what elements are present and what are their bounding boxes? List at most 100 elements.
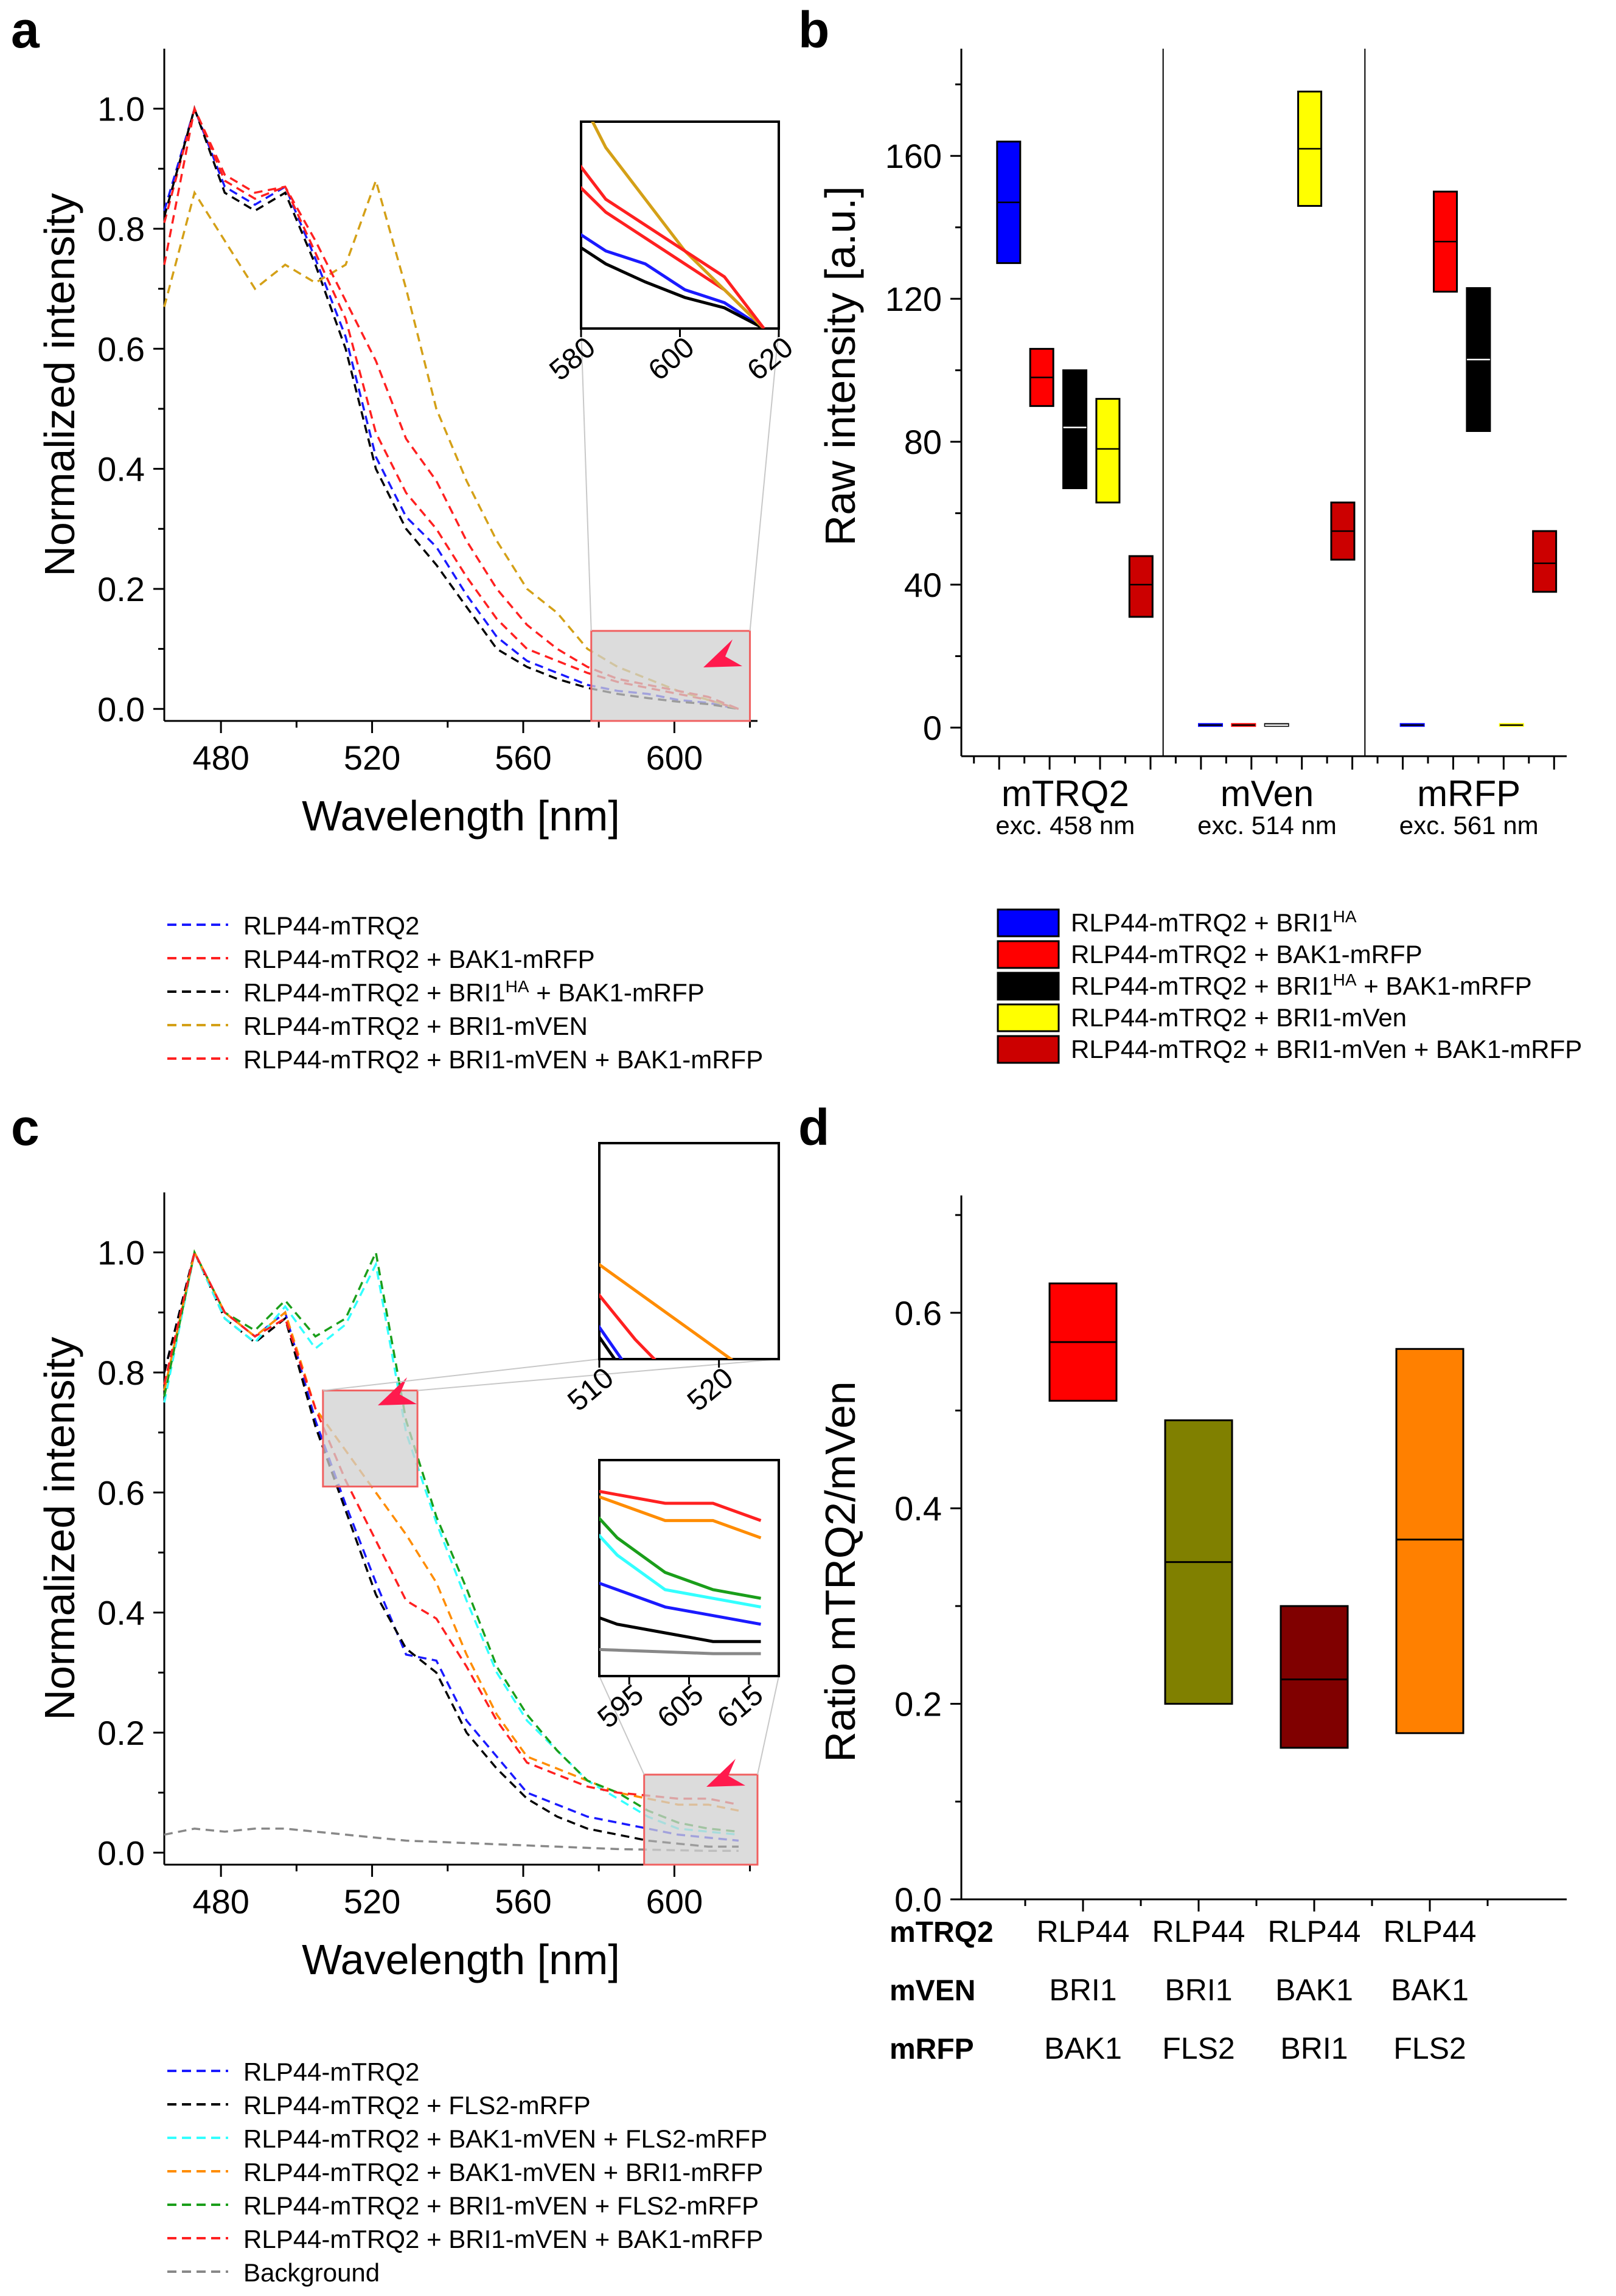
category-label: RLP44 — [1268, 1915, 1361, 1949]
legend-label: RLP44-mTRQ2 + BRI1HA — [1071, 907, 1357, 938]
inset-tick-label: 605 — [652, 1679, 709, 1734]
inset-frame — [598, 1459, 780, 1677]
row-label-mrfp: mRFP — [890, 2033, 974, 2065]
arrow-marker — [703, 639, 742, 667]
zoom-connector — [580, 328, 592, 631]
box-mtrq2-3 — [1095, 398, 1121, 504]
y-tick-label: 0.2 — [894, 1685, 942, 1724]
ratio-box-4 — [1395, 1348, 1464, 1734]
legend-label: RLP44-mTRQ2 + BAK1-mVEN + FLS2-mRFP — [243, 2124, 767, 2153]
legend-label: RLP44-mTRQ2 + BRI1-mVEN + BAK1-mRFP — [243, 2225, 763, 2253]
y-tick-label: 1.0 — [97, 1234, 145, 1272]
inset-line-rlp44-mtrq2 — [581, 232, 765, 329]
category-label: RLP44 — [1037, 1915, 1130, 1949]
category-label: RLP44 — [1384, 1915, 1477, 1949]
inset-line-background — [599, 1647, 761, 1655]
panel-a: 0.0 0.2 0.4 0.6 0.8 1.0 480 520 560 600 Wavelength… — [36, 49, 799, 1074]
box-mtrq2-2 — [1062, 369, 1088, 489]
category-label: BAK1 — [1275, 1973, 1353, 2007]
category-label: BRI1 — [1280, 2031, 1348, 2065]
inset-line-rlp44-mtrq2-bri1-mven-bak1-mrfp — [599, 1489, 762, 1522]
zoom-connector — [757, 1675, 779, 1775]
category-label: FLS2 — [1162, 2031, 1235, 2065]
y-tick-label: 0.4 — [97, 450, 145, 489]
y-tick-label: 0.2 — [97, 1714, 145, 1752]
y-tick-label: 0.0 — [97, 1834, 145, 1872]
zoom-region — [322, 1390, 419, 1487]
category-label: RLP44 — [1152, 1915, 1245, 1949]
y-tick-label: 0.6 — [97, 330, 145, 368]
category-label: BAK1 — [1044, 2031, 1122, 2065]
y-tick-label: 0.8 — [97, 1354, 145, 1392]
x-tick-label: 520 — [344, 739, 400, 777]
series-line-rlp44-mtrq2-bri1ha-bak1-mrfp — [163, 105, 739, 710]
inset-tick-label: 620 — [741, 331, 799, 387]
y-tick-label: 1.0 — [97, 90, 145, 128]
group-label: mTRQ2 — [1001, 773, 1129, 814]
y-axis-label: Normalized intensity — [36, 1337, 83, 1720]
y-tick-label: 0.6 — [97, 1473, 145, 1512]
zoom-connector — [749, 328, 779, 631]
panel-label-d: d — [798, 1099, 829, 1156]
category-label: BRI1 — [1165, 1973, 1232, 2007]
panel-label-b: b — [798, 1, 829, 58]
legend-label: RLP44-mTRQ2 + BAK1-mRFP — [1071, 940, 1423, 969]
inset-tick-label: 615 — [711, 1679, 769, 1734]
category-label: BRI1 — [1049, 1973, 1116, 2007]
legend-a: RLP44-mTRQ2 RLP44-mTRQ2 + BAK1-mRFP RLP44-… — [167, 911, 763, 1074]
legend-label: RLP44-mTRQ2 — [243, 2058, 419, 2086]
x-tick-label: 560 — [495, 739, 551, 777]
inset-tick-label: 510 — [562, 1362, 619, 1418]
zoom-region — [643, 1773, 759, 1866]
x-tick-label: 480 — [192, 1882, 249, 1921]
legend-label: RLP44-mTRQ2 + BRI1-mVEN + BAK1-mRFP — [243, 1045, 763, 1074]
series-line-rlp44-mtrq2-bri1-mven-bak1-mrfp — [163, 1249, 739, 1806]
y-tick-label: 0.4 — [97, 1594, 145, 1632]
x-axis-label: Wavelength [nm] — [302, 792, 620, 840]
box-mtrq2-4 — [1128, 555, 1154, 618]
y-tick-label: 160 — [885, 137, 942, 175]
zoom-connector — [599, 1675, 645, 1775]
y-axis-label: Normalized intensity — [36, 193, 83, 576]
legend-swatch — [997, 1003, 1060, 1032]
series-line-background — [164, 1828, 739, 1852]
y-tick-label: 0.0 — [894, 1880, 942, 1919]
panel-label-a: a — [11, 1, 40, 58]
inset-line-rlp44-mtrq2-bri1-mven-fls2-mrfp — [599, 1516, 761, 1600]
panel-d: 0.0 0.2 0.4 0.6 Ratio mTRQ2/mVen mTRQ2 RLP44 RL… — [817, 1195, 1567, 2065]
y-tick-label: 0.2 — [97, 570, 145, 608]
legend-swatch — [997, 972, 1060, 1001]
arrow-marker — [706, 1759, 745, 1787]
inset-line-rlp44-mtrq2-bri1-mven — [591, 122, 765, 329]
inset-line-rlp44-mtrq2 — [599, 1581, 761, 1626]
x-axis-label: Wavelength [nm] — [302, 1936, 620, 1983]
inset-line-rlp44-mtrq2-bri1-mven-bak1-mrfp — [581, 164, 765, 329]
panel-label-c: c — [11, 1099, 40, 1156]
arrow-marker — [378, 1377, 417, 1405]
x-tick-label: 600 — [646, 739, 703, 777]
series-line-rlp44-mtrq2-fls2-mrfp — [163, 1249, 739, 1848]
legend-label: RLP44-mTRQ2 + FLS2-mRFP — [243, 2091, 591, 2120]
legend-label: RLP44-mTRQ2 + BRI1-mVEN — [243, 1012, 588, 1040]
group-label: mRFP — [1417, 773, 1520, 814]
group-subtitle: exc. 514 nm — [1197, 811, 1337, 840]
legend-swatch — [997, 908, 1060, 938]
y-tick-label: 120 — [885, 280, 942, 318]
zoom-connector — [322, 1358, 600, 1391]
inset-tick-label: 580 — [543, 331, 601, 387]
group-subtitle: exc. 561 nm — [1399, 811, 1539, 840]
row-label-mven: mVEN — [890, 1975, 975, 2007]
inset-frame — [598, 1142, 780, 1360]
inset-lines — [599, 1489, 762, 1655]
legend-label: RLP44-mTRQ2 + BRI1HA + BAK1-mRFP — [1071, 970, 1532, 1001]
series-line-rlp44-mtrq2-bri1-mven-fls2-mrfp — [163, 1248, 739, 1833]
legend-label: RLP44-mTRQ2 — [243, 911, 419, 940]
y-tick-label: 0 — [923, 709, 942, 747]
category-label: FLS2 — [1393, 2031, 1466, 2065]
y-tick-label: 80 — [904, 423, 942, 461]
legend-label: RLP44-mTRQ2 + BAK1-mVEN + BRI1-mRFP — [243, 2158, 763, 2186]
inset-lines — [581, 122, 765, 329]
